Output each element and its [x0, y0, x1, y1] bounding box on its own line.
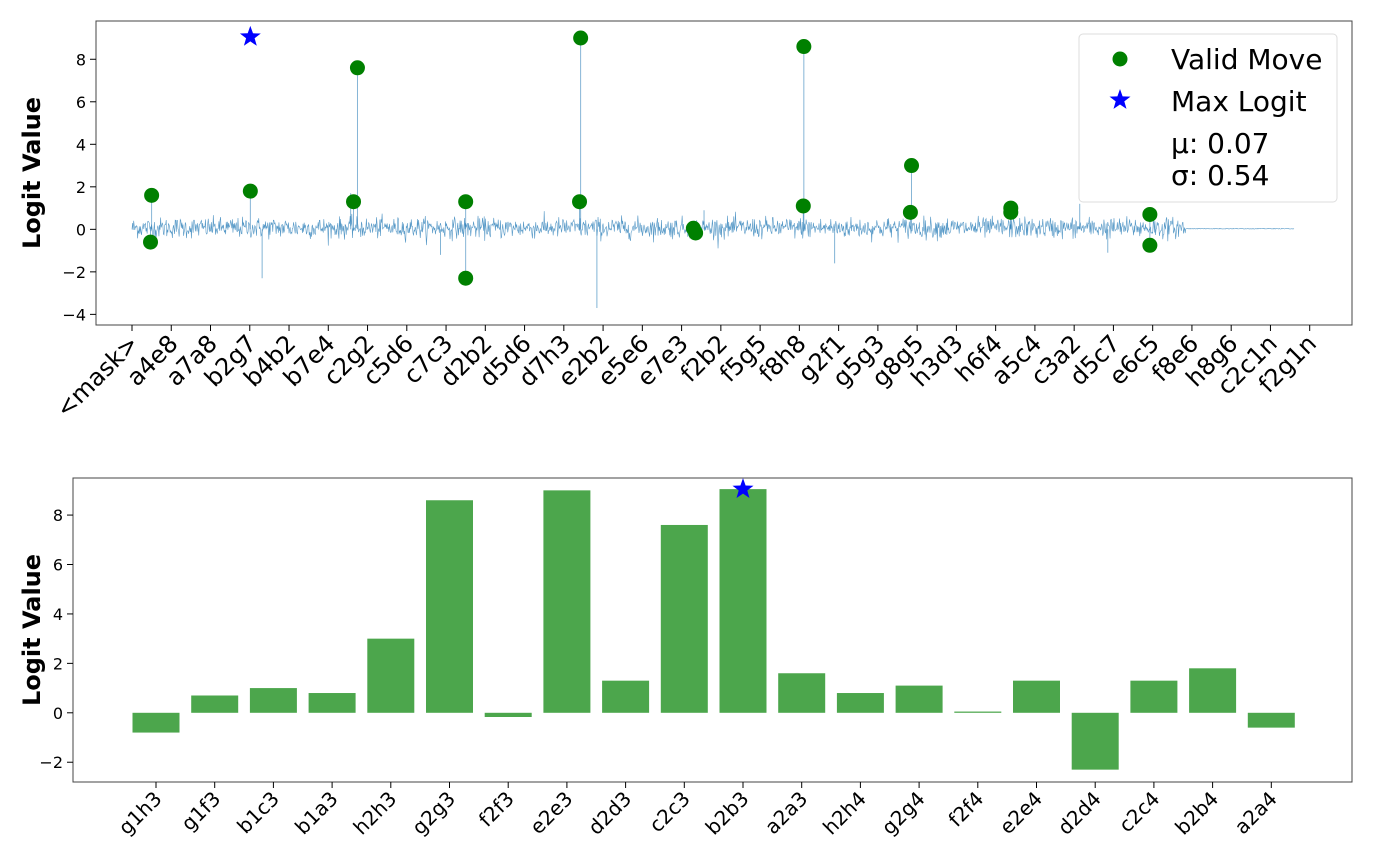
- bar: [308, 693, 356, 713]
- x-tick-label: a2a3: [760, 787, 812, 839]
- valid-move-point: [458, 194, 474, 210]
- y-tick-label: 8: [76, 50, 86, 69]
- bar: [1071, 712, 1119, 770]
- top-x-ticks: <mask>a4e8a7a8b2g7b4b2b7e4c2g2c5d6c7c3d2…: [50, 325, 1322, 423]
- legend: Valid Move Max Logit μ: 0.07 σ: 0.54: [1078, 33, 1338, 203]
- valid-move-stems: [150, 38, 1151, 279]
- bar: [954, 711, 1002, 713]
- bottom-y-axis-label: Logit Value: [18, 554, 46, 706]
- valid-move-point: [144, 187, 160, 203]
- y-tick-label: 0: [76, 220, 86, 239]
- y-tick-label: 2: [76, 178, 86, 197]
- valid-move-point: [572, 194, 588, 210]
- legend-box: [1078, 33, 1338, 203]
- valid-move-bars: [132, 489, 1295, 770]
- max-logit-point: [239, 25, 261, 46]
- legend-max-logit-label: Max Logit: [1171, 85, 1307, 118]
- bar: [1247, 712, 1295, 728]
- x-tick-label: b2b4: [1170, 787, 1223, 840]
- valid-move-point: [796, 39, 812, 55]
- y-tick-label: 6: [76, 93, 86, 112]
- x-tick-label: e2e4: [995, 787, 1047, 839]
- logit-noise-series: [131, 193, 1295, 308]
- y-tick-label: −2: [62, 263, 86, 282]
- bar: [249, 688, 297, 713]
- x-tick-label: g1h3: [114, 787, 167, 840]
- top-y-ticks: −4 −2 0 2 4 6 8: [62, 50, 96, 324]
- bottom-max-marker: [732, 478, 754, 498]
- valid-move-bar-panel: −2 0 2 4 6 8 g1h3 g1f3 b1c3 b1a3 h2h3 g2g3 f2f3 e2e3…: [18, 477, 1353, 839]
- valid-move-point: [573, 30, 589, 46]
- bar: [602, 680, 650, 713]
- x-tick-label: b1c3: [232, 787, 284, 839]
- bar: [836, 693, 884, 713]
- valid-move-point: [1142, 237, 1158, 253]
- y-tick-label: 2: [53, 654, 63, 673]
- bottom-x-ticks: g1h3 g1f3 b1c3 b1a3 h2h3 g2g3 f2f3 e2e3 d2d3 c2c3…: [114, 782, 1282, 839]
- max-logit-point: [732, 478, 754, 498]
- y-tick-label: 4: [53, 605, 63, 624]
- y-tick-label: −4: [62, 305, 86, 324]
- legend-mean-stat: μ: 0.07: [1171, 127, 1270, 160]
- logit-stem-panel: −4 −2 0 2 4 6 8 <mask>a4e8a7a8b2g7b4b2b7e4c2g2…: [18, 20, 1353, 423]
- x-tick-label: g2g4: [877, 787, 930, 840]
- bar: [367, 638, 415, 713]
- x-tick-label: d2d4: [1053, 787, 1106, 840]
- y-tick-label: −2: [39, 753, 63, 772]
- logit-noise-line: [131, 211, 1295, 249]
- x-tick-label: g1f3: [176, 787, 225, 836]
- bar: [778, 673, 826, 713]
- x-tick-label: b1a3: [290, 787, 343, 840]
- valid-move-point: [458, 270, 474, 286]
- bar: [543, 490, 591, 713]
- x-tick-label: c2c4: [1114, 787, 1165, 838]
- valid-move-point: [1142, 206, 1158, 222]
- legend-valid-move-label: Valid Move: [1171, 43, 1322, 76]
- valid-move-point: [1003, 204, 1019, 220]
- x-tick-label: h2h4: [818, 787, 871, 840]
- top-y-axis-label: Logit Value: [18, 97, 46, 249]
- valid-move-point: [349, 60, 365, 76]
- bar: [1130, 680, 1178, 713]
- y-tick-label: 4: [76, 135, 86, 154]
- bar: [895, 685, 943, 713]
- y-tick-label: 0: [53, 704, 63, 723]
- x-tick-label: c2c3: [644, 787, 695, 838]
- valid-move-point: [904, 158, 920, 174]
- valid-move-point: [795, 198, 811, 214]
- x-tick-label: b2b3: [701, 787, 754, 840]
- x-tick-label: h2h3: [348, 787, 401, 840]
- bar: [1189, 668, 1237, 713]
- x-tick-label: a2a4: [1230, 787, 1282, 839]
- bar: [191, 695, 239, 713]
- x-tick-label: d2d3: [583, 787, 636, 840]
- top-plot-frame: [95, 20, 1353, 326]
- valid-move-point: [902, 204, 918, 220]
- x-tick-label: f2f4: [943, 787, 988, 832]
- valid-move-point: [346, 194, 362, 210]
- x-tick-label: g2g3: [407, 787, 460, 840]
- bar: [484, 712, 532, 717]
- bar: [719, 489, 767, 713]
- valid-move-point: [688, 225, 704, 241]
- bottom-plot-frame: [72, 477, 1353, 783]
- y-tick-label: 8: [53, 506, 63, 525]
- x-tick-label: e2e3: [525, 787, 577, 839]
- bottom-y-ticks: −2 0 2 4 6 8: [39, 506, 73, 772]
- bar: [132, 712, 180, 733]
- legend-std-stat: σ: 0.54: [1171, 159, 1269, 192]
- valid-move-point: [143, 234, 159, 250]
- bar: [426, 500, 473, 713]
- valid-move-point: [242, 183, 258, 199]
- x-tick-label: f2f3: [474, 787, 519, 832]
- legend-valid-move-marker: [1112, 51, 1128, 67]
- bar: [660, 524, 708, 713]
- legend-max-logit-marker: [1109, 89, 1131, 109]
- bar: [1013, 680, 1060, 713]
- y-tick-label: 6: [53, 556, 63, 575]
- valid-move-markers: [143, 25, 1158, 286]
